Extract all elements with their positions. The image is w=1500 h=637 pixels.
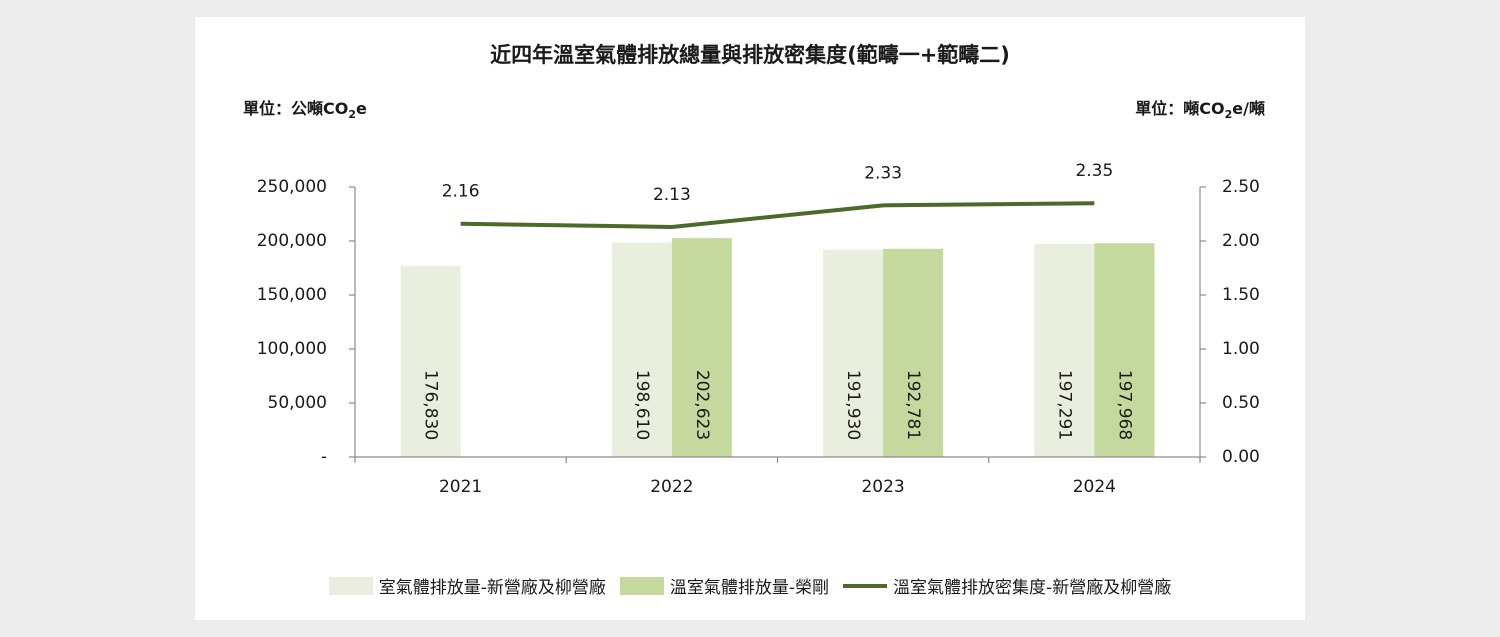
bar-label-series-2-2024: 197,968 <box>1114 370 1134 440</box>
legend-label-series-2: 溫室氣體排放量-榮剛 <box>669 578 830 598</box>
chart-title: 近四年溫室氣體排放總量與排放密集度(範疇一+範疇二) <box>490 43 1010 67</box>
bar-series-2-2023 <box>883 248 944 457</box>
legend-swatch-series-1 <box>328 576 373 595</box>
bar-series-1-2022 <box>611 242 672 457</box>
legend-label-series-1: 室氣體排放量-新營廠及柳營廠 <box>378 578 606 598</box>
x-tick-label-2021: 2021 <box>439 477 482 497</box>
bar-series-1-2021 <box>400 266 461 457</box>
line-label-2024: 2.35 <box>1075 161 1113 181</box>
line-label-2022: 2.13 <box>653 185 691 205</box>
left-tick-label: - <box>321 447 327 467</box>
bar-label-series-2-2022: 202,623 <box>692 370 712 440</box>
x-tick-label-2024: 2024 <box>1073 477 1116 497</box>
left-tick-label: 200,000 <box>257 231 327 251</box>
bar-series-2-2024 <box>1094 243 1155 457</box>
right-tick-label: 1.00 <box>1222 339 1260 359</box>
combo-chart: 176,830 198,610 191,930 197,291 202,623 192,7… <box>257 161 1260 497</box>
left-axis-unit: 單位：公噸CO2e <box>243 99 367 122</box>
chart-card: 近四年溫室氣體排放總量與排放密集度(範疇一+範疇二) 單位：公噸CO2e 單位：… <box>195 17 1305 620</box>
right-tick-label: 2.00 <box>1222 231 1260 251</box>
left-tick-label: 50,000 <box>268 393 327 413</box>
line-label-2023: 2.33 <box>864 163 902 183</box>
bar-label-series-2-2023: 192,781 <box>903 370 923 440</box>
legend-swatch-series-3 <box>843 583 888 588</box>
bar-label-series-1-2022: 198,610 <box>632 370 652 440</box>
left-tick-label: 250,000 <box>257 177 327 197</box>
bar-series-1-2023 <box>823 249 884 457</box>
bar-label-series-1-2024: 197,291 <box>1054 370 1074 440</box>
right-tick-label: 1.50 <box>1222 285 1260 305</box>
left-tick-label: 100,000 <box>257 339 327 359</box>
bar-label-series-1-2023: 191,930 <box>843 370 863 440</box>
right-tick-label: 0.00 <box>1222 447 1260 467</box>
intensity-line <box>460 201 1095 229</box>
x-tick-label-2023: 2023 <box>861 477 904 497</box>
right-tick-label: 0.50 <box>1222 393 1260 413</box>
legend-item-series-1: 室氣體排放量-新營廠及柳營廠 <box>328 573 606 598</box>
legend-label-series-3: 溫室氣體排放密集度-新營廠及柳營廠 <box>893 578 1172 598</box>
right-tick-label: 2.50 <box>1222 177 1260 197</box>
legend-item-series-3: 溫室氣體排放密集度-新營廠及柳營廠 <box>843 573 1171 598</box>
left-tick-label: 150,000 <box>257 285 327 305</box>
legend-item-series-2: 溫室氣體排放量-榮剛 <box>619 573 830 598</box>
legend: 室氣體排放量-新營廠及柳營廠 溫室氣體排放量-榮剛 溫室氣體排放密集度-新營廠及… <box>195 573 1305 598</box>
x-tick-label-2022: 2022 <box>650 477 693 497</box>
bar-label-series-1-2021: 176,830 <box>421 370 441 440</box>
line-label-2021: 2.16 <box>442 182 480 202</box>
legend-swatch-series-2 <box>619 576 664 595</box>
bar-series-1-2024 <box>1034 243 1095 457</box>
right-axis-unit: 單位：噸CO2e/噸 <box>1135 99 1265 122</box>
bar-series-2-2022 <box>671 238 732 457</box>
